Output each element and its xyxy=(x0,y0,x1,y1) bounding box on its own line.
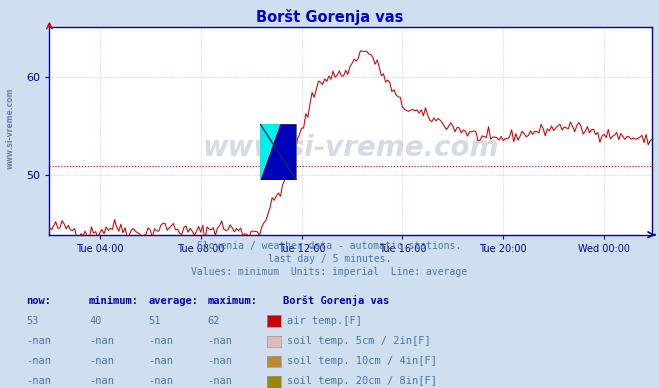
Text: Values: minimum  Units: imperial  Line: average: Values: minimum Units: imperial Line: av… xyxy=(191,267,468,277)
Text: 51: 51 xyxy=(148,316,161,326)
Text: air temp.[F]: air temp.[F] xyxy=(287,316,362,326)
Text: -nan: -nan xyxy=(208,356,233,366)
Text: 53: 53 xyxy=(26,316,39,326)
Text: -nan: -nan xyxy=(148,356,173,366)
Text: 40: 40 xyxy=(89,316,101,326)
Text: -nan: -nan xyxy=(26,336,51,346)
Text: Slovenia / weather data - automatic stations.: Slovenia / weather data - automatic stat… xyxy=(197,241,462,251)
Text: average:: average: xyxy=(148,296,198,306)
Text: soil temp. 10cm / 4in[F]: soil temp. 10cm / 4in[F] xyxy=(287,356,437,366)
Polygon shape xyxy=(260,124,297,180)
Text: www.si-vreme.com: www.si-vreme.com xyxy=(5,87,14,169)
Text: -nan: -nan xyxy=(89,376,114,386)
Text: -nan: -nan xyxy=(208,336,233,346)
Text: www.si-vreme.com: www.si-vreme.com xyxy=(203,133,499,161)
Text: soil temp. 20cm / 8in[F]: soil temp. 20cm / 8in[F] xyxy=(287,376,437,386)
Text: last day / 5 minutes.: last day / 5 minutes. xyxy=(268,254,391,264)
Text: minimum:: minimum: xyxy=(89,296,139,306)
Text: 62: 62 xyxy=(208,316,220,326)
Text: -nan: -nan xyxy=(89,336,114,346)
Text: maximum:: maximum: xyxy=(208,296,258,306)
Text: -nan: -nan xyxy=(208,376,233,386)
Text: -nan: -nan xyxy=(148,336,173,346)
Text: now:: now: xyxy=(26,296,51,306)
Text: Boršt Gorenja vas: Boršt Gorenja vas xyxy=(283,295,389,306)
Text: soil temp. 5cm / 2in[F]: soil temp. 5cm / 2in[F] xyxy=(287,336,430,346)
Text: -nan: -nan xyxy=(89,356,114,366)
Text: -nan: -nan xyxy=(148,376,173,386)
Text: -nan: -nan xyxy=(26,356,51,366)
Text: Boršt Gorenja vas: Boršt Gorenja vas xyxy=(256,9,403,26)
Polygon shape xyxy=(260,124,280,180)
Text: -nan: -nan xyxy=(26,376,51,386)
